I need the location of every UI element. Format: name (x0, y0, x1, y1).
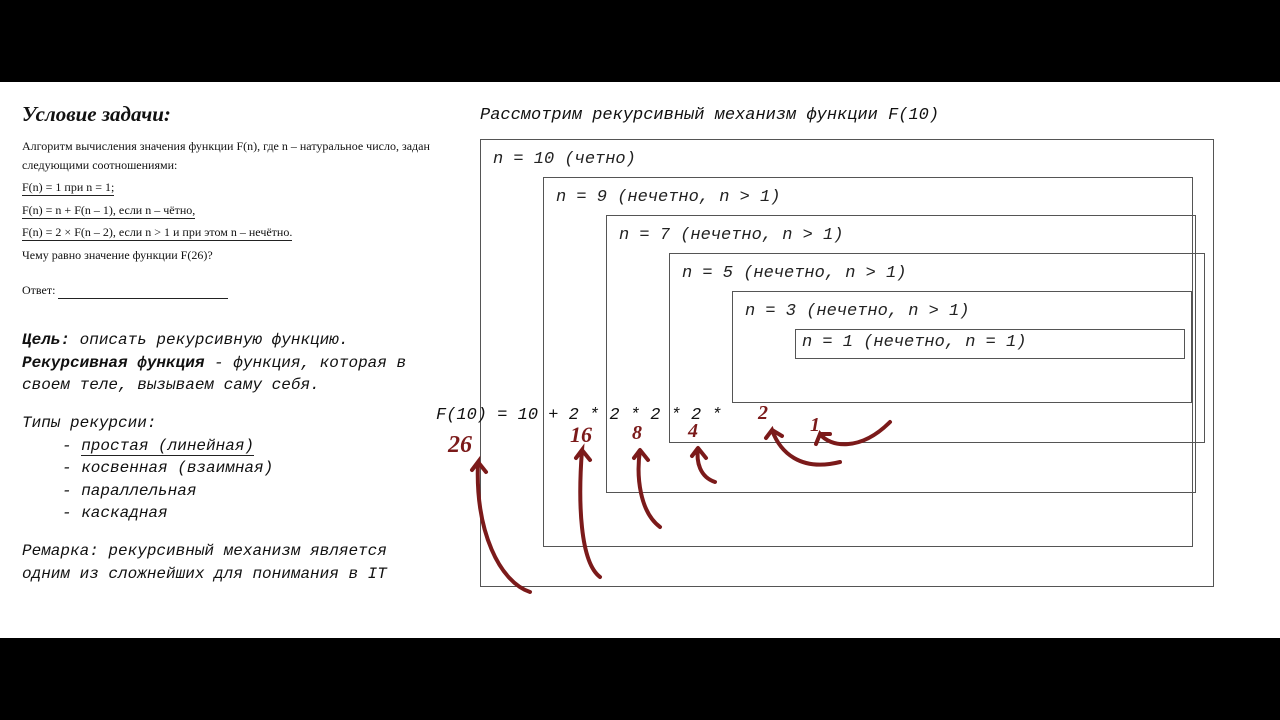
hand-16: 16 (570, 422, 592, 448)
hand-26: 26 (448, 432, 472, 459)
problem-statement: Алгоритм вычисления значения функции F(n… (22, 137, 432, 299)
rule-3: F(n) = 2 × F(n – 2), если n > 1 и при эт… (22, 225, 292, 241)
answer-blank (58, 298, 228, 299)
recursion-box-n10: n = 10 (четно) n = 9 (нечетно, n > 1) n … (480, 139, 1214, 587)
recursion-box-n3: n = 3 (нечетно, n > 1) n = 1 (нечетно, n… (732, 291, 1192, 403)
document-page: Условие задачи: Алгоритм вычисления знач… (0, 82, 1280, 638)
left-column: Условие задачи: Алгоритм вычисления знач… (22, 102, 432, 585)
recursion-box-n1: n = 1 (нечетно, n = 1) (795, 329, 1185, 359)
hand-4: 4 (688, 420, 698, 443)
hand-2: 2 (758, 402, 768, 425)
right-column: Рассмотрим рекурсивный механизм функции … (480, 106, 1270, 587)
hand-8: 8 (632, 422, 642, 445)
answer-row: Ответ: (22, 281, 432, 300)
problem-question: Чему равно значение функции F(26)? (22, 246, 432, 265)
recursion-box-n5: n = 5 (нечетно, n > 1) n = 3 (нечетно, n… (669, 253, 1205, 443)
rule-2: F(n) = n + F(n – 1), если n – чётно, (22, 203, 195, 219)
recursion-box-n7: n = 7 (нечетно, n > 1) n = 5 (нечетно, n… (606, 215, 1196, 493)
rule-1: F(n) = 1 при n = 1; (22, 180, 114, 196)
recursion-box-n9: n = 9 (нечетно, n > 1) n = 7 (нечетно, n… (543, 177, 1193, 547)
hand-1: 1 (810, 414, 820, 437)
problem-title: Условие задачи: (22, 102, 432, 127)
goal-block: Цель: описать рекурсивную функцию. Рекур… (22, 329, 432, 585)
recursion-types-list: простая (линейная) косвенная (взаимная) … (62, 435, 432, 525)
diagram-title: Рассмотрим рекурсивный механизм функции … (480, 106, 1270, 125)
problem-intro: Алгоритм вычисления значения функции F(n… (22, 137, 432, 174)
types-label: Типы рекурсии: (22, 412, 432, 434)
